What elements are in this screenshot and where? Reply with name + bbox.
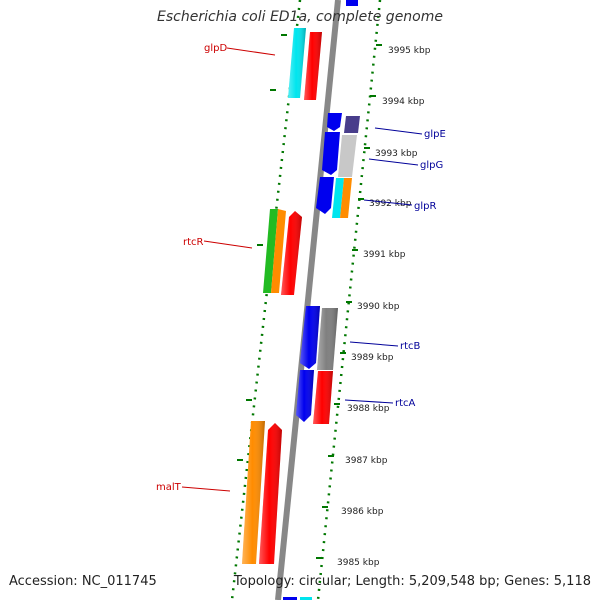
gene-label-rtcR[interactable]: rtcR <box>183 237 204 248</box>
glpR-leader <box>363 199 413 206</box>
gene-label-glpE[interactable]: glpE <box>424 129 446 140</box>
gene-label-glpR[interactable]: glpR <box>414 201 436 212</box>
kbp-label: 3992 kbp <box>369 199 412 209</box>
gene-label-rtcA[interactable]: rtcA <box>395 398 416 409</box>
gene-blue-glpR <box>316 177 334 214</box>
genome-backbone <box>275 0 341 601</box>
glpE-leader <box>374 127 423 135</box>
kbp-label: 3993 kbp <box>375 149 418 159</box>
gene-label-glpG[interactable]: glpG <box>420 160 443 171</box>
kbp-label: 3986 kbp <box>341 507 384 517</box>
gene-orange-rtcR <box>271 209 286 293</box>
map-title: Escherichia coli ED1a, complete genome <box>157 9 443 25</box>
gene-blue-glpG <box>322 132 340 175</box>
kbp-label: 3985 kbp <box>337 558 380 568</box>
kbp-label: 3987 kbp <box>345 456 388 466</box>
gene-label-malT[interactable]: malT <box>156 482 182 493</box>
topology-text: Topology: circular; Length: 5,209,548 bp… <box>233 574 591 589</box>
kbp-labels: 3995 kbp 3994 kbp 3993 kbp 3992 kbp 3991… <box>337 46 431 568</box>
gene-label-rtcB[interactable]: rtcB <box>400 341 421 352</box>
glpG-leader <box>368 158 419 166</box>
gene-partial-bottom <box>283 597 297 600</box>
rtcA-leader <box>344 399 394 404</box>
gene-blue-glpE <box>327 113 342 131</box>
gene-green-rtcR <box>263 209 278 293</box>
right-tick-marks <box>316 44 382 559</box>
kbp-label: 3994 kbp <box>382 97 425 107</box>
gene-partial-bottom-2 <box>300 597 312 600</box>
rtcB-leader <box>349 341 399 347</box>
gene-gray-glpG <box>338 135 357 177</box>
left-gene-labels: glpD rtcR malT <box>156 43 276 493</box>
right-gene-labels: glpE glpG glpR rtcB rtcA <box>344 127 446 409</box>
gene-partial-top <box>346 0 358 6</box>
left-tick-marks <box>237 34 287 461</box>
accession-text: Accession: NC_011745 <box>9 574 157 589</box>
kbp-label: 3991 kbp <box>363 250 406 260</box>
gene-orange-glpR <box>340 178 352 218</box>
kbp-label: 3995 kbp <box>388 46 431 56</box>
kbp-label: 3988 kbp <box>347 404 390 414</box>
kbp-label: 3990 kbp <box>357 302 400 312</box>
gene-navy-glpE <box>344 116 360 133</box>
kbp-label: 3989 kbp <box>351 353 394 363</box>
rtcR-leader <box>203 240 253 249</box>
gene-label-glpD[interactable]: glpD <box>204 43 227 54</box>
malT-leader <box>181 486 231 492</box>
glpD-leader <box>226 47 276 56</box>
